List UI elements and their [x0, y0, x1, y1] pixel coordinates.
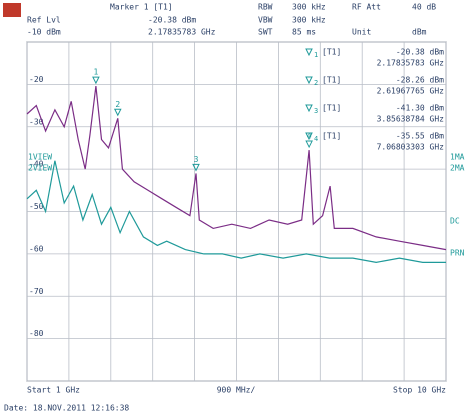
marker-id: 1	[314, 51, 318, 59]
marker-freq: 2.17835783 GHz	[377, 59, 445, 68]
header-text: VBW	[258, 16, 273, 25]
y-tick-label: -60	[29, 244, 44, 253]
side-label: 1VIEW	[28, 153, 52, 162]
footer-text: 900 MHz/	[217, 386, 256, 395]
marker-label: 1	[93, 68, 98, 77]
header-text: RBW	[258, 3, 273, 12]
header-text: SWT	[258, 28, 273, 37]
y-tick-label: -20	[29, 75, 44, 84]
header-text: Ref Lvl	[27, 16, 61, 25]
header-text: RF Att	[352, 3, 381, 12]
marker-symbol	[305, 132, 313, 141]
marker-id: 4	[314, 135, 318, 143]
side-label: 2VIEW	[28, 164, 52, 173]
marker-level: -35.55 dBm	[396, 132, 444, 141]
marker-symbol	[305, 48, 313, 57]
marker-level: -20.38 dBm	[396, 48, 444, 57]
y-tick-label: -30	[29, 117, 44, 126]
header-text: Unit	[352, 28, 371, 37]
marker-freq: 3.85638784 GHz	[377, 115, 445, 124]
marker-freq: 7.06803303 GHz	[377, 143, 445, 152]
logo	[3, 3, 21, 17]
marker-level: -41.30 dBm	[396, 104, 444, 113]
marker-level: -28.26 dBm	[396, 76, 444, 85]
header-text: -10 dBm	[27, 28, 61, 37]
marker	[192, 163, 200, 172]
marker-label: 2	[115, 100, 120, 109]
header-text: 40 dB	[412, 3, 436, 12]
y-tick-label: -70	[29, 287, 44, 296]
header-text: 300 kHz	[292, 16, 326, 25]
footer-text: Start 1 GHz	[27, 386, 80, 395]
header-text: -20.38 dBm	[148, 16, 196, 25]
marker-label: 3	[194, 155, 199, 164]
header-text: 85 ms	[292, 28, 316, 37]
trace	[26, 160, 446, 264]
y-tick-label: -80	[29, 329, 44, 338]
trace	[26, 86, 447, 251]
side-label: 2MA	[450, 164, 465, 173]
marker-symbol	[305, 76, 313, 85]
header-text: 300 kHz	[292, 3, 326, 12]
y-tick-label: -40	[29, 160, 44, 169]
side-label: DC	[450, 217, 460, 226]
header-text: dBm	[412, 28, 427, 37]
marker-trace: [T1]	[322, 48, 341, 57]
side-label: 1MA	[450, 153, 465, 162]
marker-label: 4	[307, 132, 312, 141]
marker	[92, 76, 100, 85]
marker	[305, 140, 313, 149]
marker-trace: [T1]	[322, 104, 341, 113]
marker	[113, 108, 122, 117]
footer-date: Date: 18.NOV.2011 12:16:38	[4, 404, 129, 413]
y-tick-label: -50	[29, 202, 44, 211]
header-text: 2.17835783 GHz	[148, 28, 216, 37]
marker-id: 3	[314, 107, 318, 115]
marker-trace: [T1]	[322, 132, 341, 141]
marker-id: 2	[314, 79, 318, 87]
header-text: Marker 1 [T1]	[110, 3, 173, 12]
marker-symbol	[305, 104, 313, 113]
marker-trace: [T1]	[322, 76, 341, 85]
marker-freq: 2.61967765 GHz	[377, 87, 445, 96]
side-label: PRN	[450, 249, 465, 258]
footer-text: Stop 10 GHz	[393, 386, 446, 395]
